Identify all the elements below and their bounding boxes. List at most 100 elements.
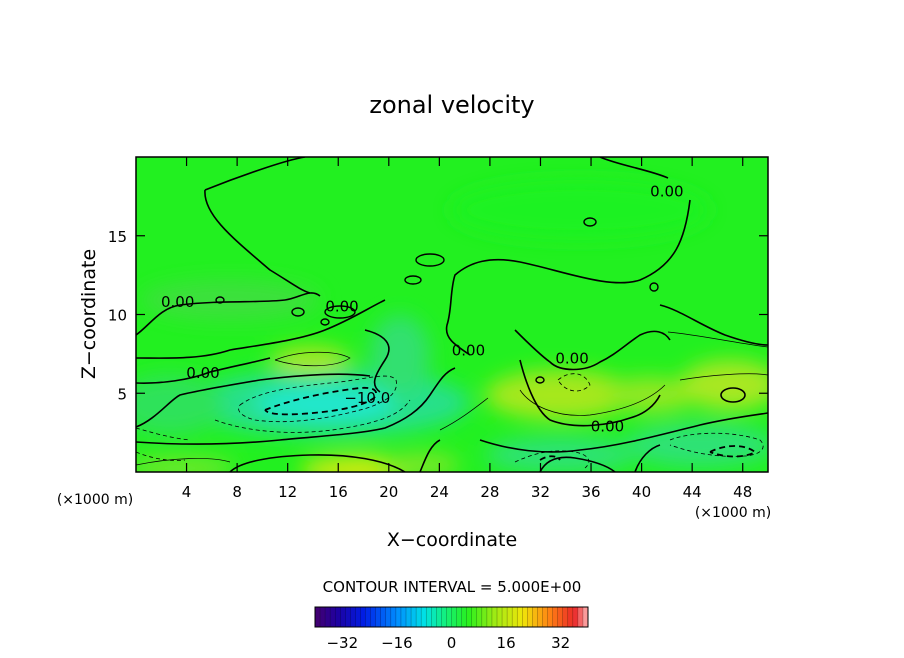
contour-line	[136, 367, 456, 445]
y-tick-label: 10	[108, 307, 127, 325]
colorbar-swatch	[421, 607, 427, 627]
contour-label: 0.00	[591, 417, 624, 435]
contour-label: 0.00	[325, 298, 358, 316]
colorbar-swatch	[451, 607, 457, 627]
x-tick-label: 36	[581, 483, 600, 501]
colorbar-swatch	[375, 607, 382, 627]
contour-line	[519, 359, 661, 427]
colorbar-swatch	[471, 607, 478, 627]
colorbar-swatch	[360, 607, 366, 627]
contour-line	[364, 329, 390, 393]
field-region	[485, 370, 635, 420]
colorbar-swatch	[497, 607, 503, 627]
y-tick-label: 15	[108, 228, 127, 246]
x-tick-label: 20	[379, 483, 398, 501]
colorbar-swatch	[320, 607, 326, 627]
colorbar-swatch	[365, 607, 371, 627]
colorbar-swatch	[466, 607, 473, 627]
colorbar-swatch	[547, 607, 553, 627]
x-tick-label: 40	[632, 483, 651, 501]
colorbar-swatch	[532, 607, 538, 627]
contour-line	[215, 296, 225, 304]
contour-label: 0.00	[186, 364, 219, 382]
colorbar-swatch	[411, 607, 417, 627]
contour-label: −10.0	[344, 389, 390, 407]
field-region	[140, 280, 320, 320]
contour-line	[415, 253, 445, 267]
colorbar-swatch	[456, 607, 462, 627]
y-axis: 5 10 15	[108, 228, 768, 403]
colorbar-tick-label: 0	[447, 634, 457, 652]
contour-line	[238, 375, 397, 423]
field-region	[136, 375, 225, 435]
contour-line	[229, 454, 406, 472]
colorbar-swatch	[522, 607, 528, 627]
colorbar-swatch	[441, 607, 447, 627]
colorbar-swatch	[562, 607, 569, 627]
contour-label: 0.00	[555, 350, 588, 368]
field-region	[450, 180, 710, 240]
x-tick-label: 44	[683, 483, 702, 501]
colorbar-tick-label: −16	[381, 634, 413, 652]
contour-line	[539, 456, 616, 472]
colorbar-swatch	[572, 607, 579, 627]
contour-line	[479, 412, 768, 453]
velocity-field: 0.00 0.00 0.00 0.00 0.00 0.00 0.00 −10.0	[136, 157, 768, 472]
contour-interval: CONTOUR INTERVAL = 5.000E+00	[323, 578, 582, 596]
colorbar-swatch	[340, 607, 346, 627]
colorbar-swatch	[486, 607, 493, 627]
x-tick-label: 16	[329, 483, 348, 501]
contour-line	[445, 199, 691, 356]
x-tick-label: 4	[182, 483, 192, 501]
x-unit-left: (×1000 m)	[57, 492, 133, 508]
x-tick-label: 48	[733, 483, 752, 501]
colorbar-tick-label: 32	[551, 634, 570, 652]
contour-line	[539, 445, 757, 461]
x-tick-label: 32	[531, 483, 550, 501]
x-tick-label: 28	[480, 483, 499, 501]
colorbar-swatch	[406, 607, 412, 627]
colorbar-swatch	[491, 607, 498, 627]
colorbar-swatch	[577, 607, 584, 627]
colorbar-swatch	[461, 607, 467, 627]
contour-line	[204, 157, 669, 294]
colorbar-swatch	[416, 607, 422, 627]
colorbar-swatch	[330, 607, 336, 627]
contour-line	[136, 373, 371, 428]
colorbar-swatch	[502, 607, 508, 627]
colorbar-ticks: −32 −16 0 16 32	[326, 634, 570, 652]
x-tick-label: 24	[430, 483, 449, 501]
contour-line	[404, 275, 422, 285]
contour-line	[264, 386, 377, 416]
colorbar-swatch	[567, 607, 574, 627]
colorbar-swatch	[436, 607, 442, 627]
field-region	[136, 456, 235, 472]
colorbar-frame	[314, 606, 589, 628]
field-region	[680, 360, 768, 410]
contour-line	[136, 292, 321, 336]
contour-lines	[136, 157, 768, 472]
contour-line	[291, 307, 305, 317]
colorbar-swatch	[335, 607, 341, 627]
field-region	[270, 346, 350, 374]
y-tick-label: 5	[117, 385, 127, 403]
field-region	[380, 453, 460, 472]
field-region	[605, 377, 695, 413]
colorbar-swatch	[517, 607, 523, 627]
colorbar-swatch	[507, 607, 513, 627]
field-region	[255, 388, 395, 420]
colorbar-swatch	[390, 607, 397, 627]
field-region	[370, 315, 430, 395]
colorbar-swatch	[395, 607, 402, 627]
colorbar-swatch	[355, 607, 361, 627]
colorbar-swatch	[325, 607, 331, 627]
contour-label: 0.00	[650, 183, 683, 201]
contour-line	[720, 387, 746, 403]
x-unit-right: (×1000 m)	[695, 505, 771, 521]
x-tick-label: 8	[232, 483, 242, 501]
colorbar-swatch	[527, 607, 533, 627]
contour-line	[320, 318, 330, 326]
contour-line	[324, 305, 356, 319]
